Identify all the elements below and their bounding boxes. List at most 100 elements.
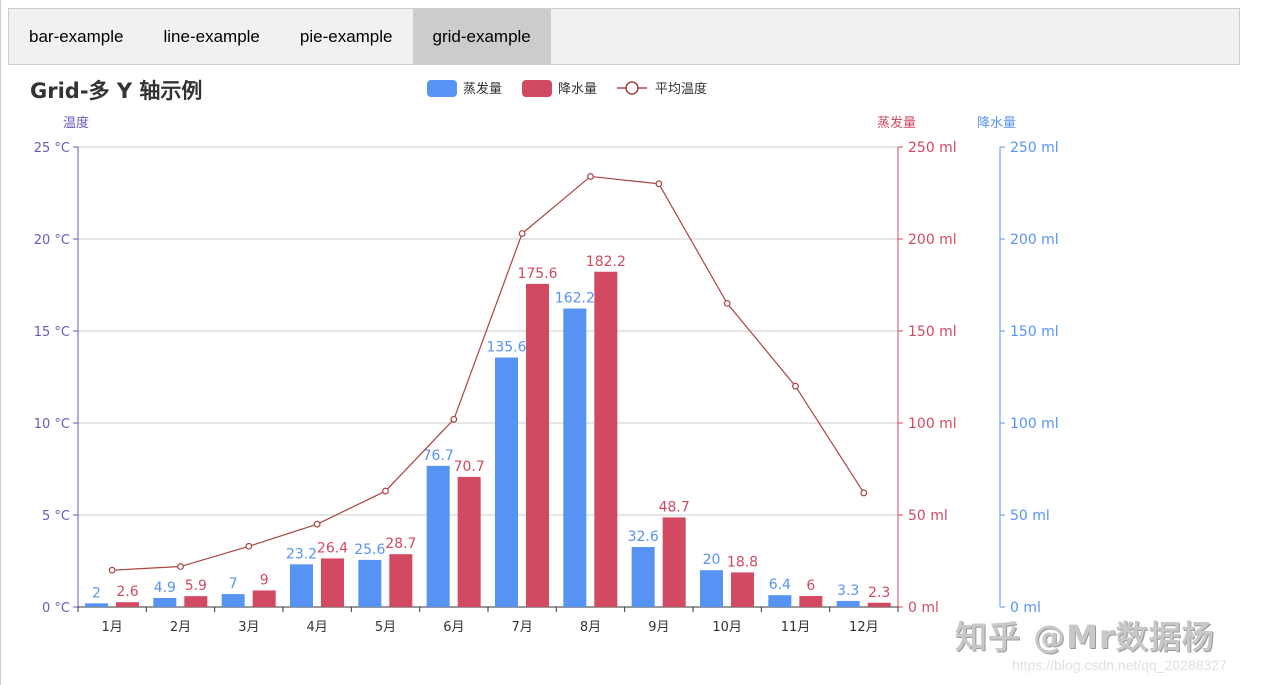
bar-precipitation [594,271,618,607]
right-axis-2-label: 100 ml [1010,416,1059,432]
bar-evaporation-value: 2 [92,585,101,601]
temperature-line [112,175,865,571]
x-axis-label: 1月 [102,620,123,635]
bar-precipitation [116,602,139,607]
tab-bar: bar-example line-example pie-example gri… [8,8,1240,65]
temperature-point [313,520,321,528]
bar-evaporation [358,559,382,607]
temperature-point [518,230,526,237]
bar-precipitation-value: 175.6 [517,266,557,282]
bar-precipitation [252,590,276,607]
bar-precipitation-value: 28.7 [385,536,416,552]
tab-bar-example[interactable]: bar-example [29,27,124,46]
bar-evaporation [631,547,655,607]
temperature-point [450,415,458,423]
tab-line-example[interactable]: line-example [163,27,260,46]
temperature-point [792,382,799,390]
x-axis-label: 2月 [170,620,191,635]
bar-precipitation [867,602,891,607]
x-axis-label: 8月 [580,620,601,635]
x-axis-label: 7月 [512,620,533,635]
bar-evaporation-value: 76.7 [423,448,454,464]
bar-evaporation-value: 3.3 [837,583,859,599]
left-axis-label: 25 °C [34,141,70,156]
bar-precipitation [457,476,481,607]
tab-grid-example[interactable]: grid-example [412,9,551,64]
bar-precipitation-value: 2.3 [868,585,890,601]
bar-evaporation [563,308,587,607]
bar-evaporation [426,465,450,607]
right-axis-2-label: 50 ml [1010,508,1050,524]
bar-evaporation-value: 20 [703,552,721,568]
right-axis-1-label: 150 ml [908,324,957,340]
bar-precipitation-value: 48.7 [659,499,690,515]
temperature-point [723,299,731,307]
temperature-point [587,173,594,180]
legend-temperature-marker [625,81,639,95]
right-axis-1-name: 蒸发量 [877,115,916,131]
x-axis-label: 5月 [375,620,396,635]
right-axis-2-label: 150 ml [1010,324,1059,340]
temperature-point [177,563,184,570]
x-axis-label: 3月 [238,620,259,635]
tab-pie-example[interactable]: pie-example [299,27,393,46]
watermark-url: https://blog.csdn.net/qq_20288327 [1012,657,1227,673]
temperature-point [245,542,253,550]
right-axis-1-label: 50 ml [908,508,948,524]
bar-evaporation [153,597,177,607]
bar-precipitation [799,595,823,607]
temperature-point [382,487,389,495]
bar-precipitation-value: 5.9 [185,578,207,594]
legend-precipitation-swatch [522,80,552,97]
bar-precipitation [389,554,413,607]
bar-precipitation-value: 18.8 [727,554,758,570]
bar-precipitation-value: 9 [260,572,269,588]
bar-evaporation-value: 23.2 [286,546,317,562]
temperature-point [108,566,116,574]
right-axis-2-label: 0 ml [1010,600,1041,616]
x-axis-label: 6月 [443,620,464,635]
x-axis-label: 10月 [712,620,742,635]
bar-evaporation [221,594,245,607]
legend-evaporation-label: 蒸发量 [463,81,502,97]
bar-precipitation [662,517,686,607]
bar-evaporation [700,570,723,607]
legend-evaporation-swatch [427,80,457,97]
bar-precipitation [526,283,549,607]
temperature-point [860,489,868,497]
bar-precipitation-value: 2.6 [116,584,138,600]
bar-precipitation-value: 26.4 [317,540,348,556]
bar-evaporation-value: 6.4 [769,577,791,593]
legend-precipitation-label: 降水量 [558,82,597,97]
bar-precipitation [184,596,208,607]
bar-precipitation-value: 182.2 [586,254,626,270]
bar-precipitation-value: 6 [806,578,815,594]
left-axis-label: 0 °C [42,601,70,616]
left-axis-name: 温度 [63,115,89,131]
bar-precipitation [321,558,344,607]
x-axis-label: 4月 [307,620,328,635]
bar-evaporation [85,603,108,607]
bar-evaporation [768,595,792,607]
watermark-text: 知乎 @Mr数据杨 [955,618,1215,656]
bar-evaporation-value: 25.6 [354,542,385,558]
chart-container: Grid-多 Y 轴示例 蒸发量 降水量 平均温度 0 °C 5 °C 10 °C 15 °C… [8,66,1108,666]
right-axis-2-label: 200 ml [1010,232,1059,248]
left-axis-label: 10 °C [34,417,70,432]
temperature-point [655,180,663,188]
right-axis-1-label: 100 ml [908,416,957,432]
bar-precipitation-value: 70.7 [454,459,485,475]
bar-evaporation [495,357,518,607]
x-axis-label: 11月 [781,620,811,635]
bar-evaporation-value: 135.6 [486,339,526,355]
bar-evaporation [836,600,860,607]
left-axis-label: 15 °C [34,325,70,340]
bar-evaporation-value: 4.9 [154,580,176,596]
left-axis-label: 5 °C [42,509,70,524]
bar-evaporation-value: 32.6 [628,529,659,545]
page-left-border [0,0,1,685]
x-axis-label: 9月 [648,620,669,635]
bar-evaporation-value: 7 [229,576,238,592]
right-axis-2-label: 250 ml [1010,140,1059,156]
